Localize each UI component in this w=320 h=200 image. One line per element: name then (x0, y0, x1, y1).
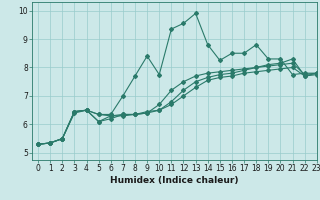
X-axis label: Humidex (Indice chaleur): Humidex (Indice chaleur) (110, 176, 239, 185)
